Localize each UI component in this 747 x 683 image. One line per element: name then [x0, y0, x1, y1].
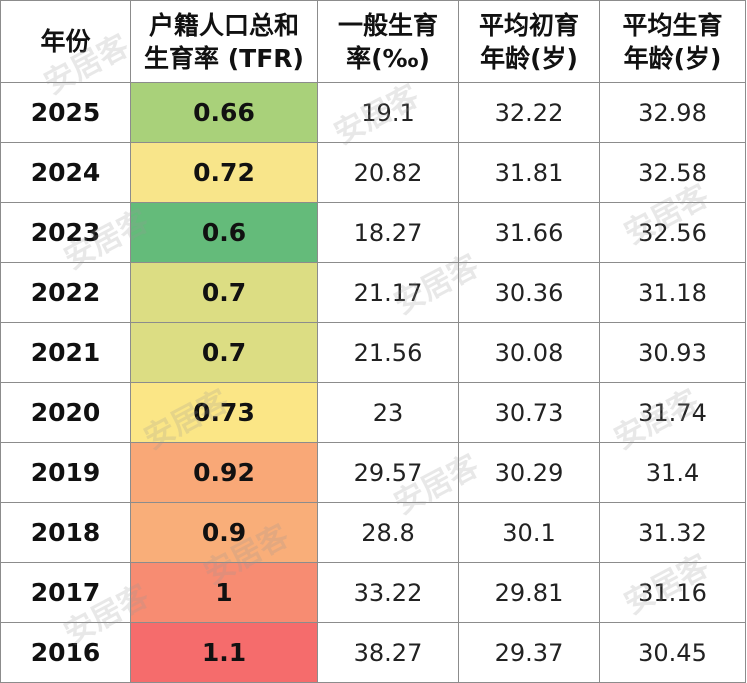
- first-birth-age-cell: 32.22: [458, 82, 600, 143]
- tfr-cell: 0.92: [130, 442, 318, 503]
- year-cell: 2016: [0, 622, 131, 683]
- table-row: 2018 0.9 28.8 30.1 31.32: [0, 502, 746, 563]
- first-birth-age-cell: 29.81: [458, 562, 600, 623]
- tfr-cell: 0.7: [130, 262, 318, 323]
- avg-birth-age-cell: 30.45: [599, 622, 746, 683]
- tfr-cell: 0.9: [130, 502, 318, 563]
- year-cell: 2017: [0, 562, 131, 623]
- year-cell: 2023: [0, 202, 131, 263]
- tfr-cell: 0.66: [130, 82, 318, 143]
- year-cell: 2019: [0, 442, 131, 503]
- year-cell: 2021: [0, 322, 131, 383]
- avg-birth-age-cell: 30.93: [599, 322, 746, 383]
- table-row: 2016 1.1 38.27 29.37 30.45: [0, 622, 746, 683]
- header-first-age-line1: 平均初育: [478, 10, 579, 40]
- tfr-cell: 0.72: [130, 142, 318, 203]
- gfr-cell: 21.17: [317, 262, 459, 323]
- tfr-cell: 0.73: [130, 382, 318, 443]
- year-cell: 2025: [0, 82, 131, 143]
- gfr-cell: 20.82: [317, 142, 459, 203]
- header-avg-birth-age: 平均生育 年龄(岁): [599, 0, 746, 83]
- header-avg-age-line1: 平均生育: [622, 10, 723, 40]
- first-birth-age-cell: 30.1: [458, 502, 600, 563]
- avg-birth-age-cell: 32.58: [599, 142, 746, 203]
- gfr-cell: 19.1: [317, 82, 459, 143]
- table-row: 2020 0.73 23 30.73 31.74: [0, 382, 746, 443]
- tfr-cell: 1.1: [130, 622, 318, 683]
- header-first-birth-age: 平均初育 年龄(岁): [458, 0, 600, 83]
- avg-birth-age-cell: 32.98: [599, 82, 746, 143]
- year-cell: 2018: [0, 502, 131, 563]
- table-header: 年份 户籍人口总和 生育率 (TFR) 一般生育 率(‰) 平均初育 年龄(岁)…: [0, 0, 746, 83]
- first-birth-age-cell: 30.36: [458, 262, 600, 323]
- gfr-cell: 38.27: [317, 622, 459, 683]
- header-tfr-line2: 生育率 (TFR): [144, 43, 304, 73]
- header-year-label: 年份: [40, 27, 91, 56]
- gfr-cell: 23: [317, 382, 459, 443]
- avg-birth-age-cell: 31.16: [599, 562, 746, 623]
- gfr-cell: 29.57: [317, 442, 459, 503]
- header-gfr-line1: 一般生育: [337, 10, 438, 40]
- header-tfr: 户籍人口总和 生育率 (TFR): [130, 0, 318, 83]
- tfr-cell: 1: [130, 562, 318, 623]
- first-birth-age-cell: 30.73: [458, 382, 600, 443]
- table-row: 2017 1 33.22 29.81 31.16: [0, 562, 746, 623]
- header-year: 年份: [0, 0, 131, 83]
- header-avg-age-line2: 年龄(岁): [623, 43, 722, 73]
- gfr-cell: 21.56: [317, 322, 459, 383]
- table-row: 2023 0.6 18.27 31.66 32.56: [0, 202, 746, 263]
- first-birth-age-cell: 31.66: [458, 202, 600, 263]
- table-body: 2025 0.66 19.1 32.22 32.98 2024 0.72 20.82 31.81…: [0, 82, 746, 683]
- header-gfr-line2: 率(‰): [346, 43, 430, 73]
- avg-birth-age-cell: 31.32: [599, 502, 746, 563]
- first-birth-age-cell: 31.81: [458, 142, 600, 203]
- tfr-cell: 0.7: [130, 322, 318, 383]
- header-tfr-line1: 户籍人口总和: [148, 10, 299, 40]
- avg-birth-age-cell: 31.4: [599, 442, 746, 503]
- table-row: 2021 0.7 21.56 30.08 30.93: [0, 322, 746, 383]
- table-row: 2019 0.92 29.57 30.29 31.4: [0, 442, 746, 503]
- header-gfr: 一般生育 率(‰): [317, 0, 459, 83]
- gfr-cell: 33.22: [317, 562, 459, 623]
- year-cell: 2024: [0, 142, 131, 203]
- year-cell: 2020: [0, 382, 131, 443]
- year-cell: 2022: [0, 262, 131, 323]
- header-first-age-line2: 年龄(岁): [480, 43, 578, 73]
- table-row: 2025 0.66 19.1 32.22 32.98: [0, 82, 746, 143]
- gfr-cell: 28.8: [317, 502, 459, 563]
- first-birth-age-cell: 30.08: [458, 322, 600, 383]
- table-row: 2024 0.72 20.82 31.81 32.58: [0, 142, 746, 203]
- header-row: 年份 户籍人口总和 生育率 (TFR) 一般生育 率(‰) 平均初育 年龄(岁)…: [0, 0, 746, 83]
- avg-birth-age-cell: 32.56: [599, 202, 746, 263]
- tfr-cell: 0.6: [130, 202, 318, 263]
- first-birth-age-cell: 29.37: [458, 622, 600, 683]
- avg-birth-age-cell: 31.18: [599, 262, 746, 323]
- avg-birth-age-cell: 31.74: [599, 382, 746, 443]
- first-birth-age-cell: 30.29: [458, 442, 600, 503]
- table-row: 2022 0.7 21.17 30.36 31.18: [0, 262, 746, 323]
- gfr-cell: 18.27: [317, 202, 459, 263]
